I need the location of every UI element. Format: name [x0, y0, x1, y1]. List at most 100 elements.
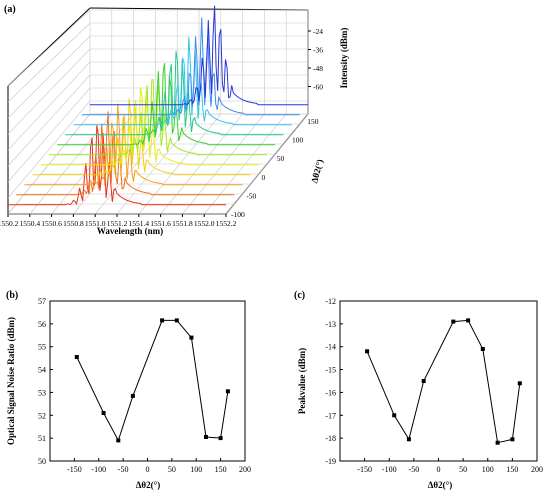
data-point [160, 318, 165, 323]
data-point [517, 381, 522, 386]
y-tick-label: 56 [38, 320, 46, 329]
data-point [495, 440, 500, 445]
x-tick-label: 150 [215, 465, 227, 474]
panel-c: (c) -150 -100 -50 0 50 100 150 200-12-13-14-15-… [294, 290, 543, 490]
side-grid-line [7, 61, 91, 151]
y-tick-label: -19 [325, 457, 336, 466]
data-point [392, 413, 397, 418]
c-x-label: Δθ2(°) [428, 480, 452, 490]
spectrum-line [65, 51, 284, 136]
side-grid-line [7, 74, 91, 167]
z-tick-label: -50 [246, 191, 256, 200]
x-tick-label: 1551.0 [85, 219, 106, 228]
data-point [130, 393, 135, 398]
data-point [189, 335, 194, 340]
side-grid-line [7, 22, 91, 103]
y-tick-label: -48 [313, 64, 323, 73]
y-tick-label: -18 [325, 434, 336, 443]
z-tick-label: -100 [231, 210, 245, 219]
z-tick-label: 100 [292, 136, 304, 145]
data-point [204, 435, 208, 439]
x-tick-label: 150 [506, 465, 518, 474]
side-grid-line [7, 87, 91, 183]
x-tick-label: 0 [146, 465, 150, 474]
a-z-ticks: 150 100 50 0 -50 -100 [231, 117, 319, 219]
panel-b: (b) -150 -100 -50 0 50 100 150 200 50 51 52 53 54 55 5… [6, 290, 251, 490]
b-x-label: Δθ2(°) [136, 480, 160, 490]
b-ticks: -150 -100 -50 0 50 100 150 200 50 51 52 53 54 55 56 57 [38, 297, 251, 474]
y-tick-label: 55 [38, 343, 46, 352]
x-tick-label: 100 [482, 465, 494, 474]
y-tick-label: -13 [325, 320, 336, 329]
data-point [510, 437, 515, 442]
panel-a-label: (a) [4, 4, 16, 15]
c-ticks: -150 -100 -50 0 50 100 150 200 -12 -13 -14 -15 -16 -1… [325, 297, 543, 474]
x-tick-label: 200 [531, 465, 543, 474]
y-tick-label: -14 [325, 343, 336, 352]
spectrum-line [8, 125, 226, 206]
side-grid-line [7, 9, 91, 87]
data-point [421, 379, 426, 383]
data-point [466, 318, 471, 323]
a-z-label: Δθ2(°) [309, 158, 325, 184]
data-point [406, 437, 411, 442]
b-y-label: Optical Signal Noise Ratio (dBm) [6, 317, 16, 445]
spectra [8, 5, 308, 206]
spectrum-line [24, 103, 243, 186]
spectrum-line [73, 36, 292, 126]
x-tick-label: 50 [459, 465, 467, 474]
x-tick-label: 1550.2 [0, 219, 19, 228]
data-point [451, 319, 456, 324]
x-tick-label: 1551.6 [150, 219, 171, 228]
panel-c-label: (c) [294, 290, 305, 301]
spectrum-line [57, 63, 276, 146]
data-point [174, 318, 179, 323]
x-tick-label: 50 [168, 465, 176, 474]
x-tick-label: 200 [239, 465, 251, 474]
x-tick-label: 1550.6 [41, 219, 62, 228]
spectrum-line [81, 17, 300, 116]
y-tick-label: -16 [325, 388, 336, 397]
data-point [218, 436, 223, 441]
c-series [365, 318, 522, 445]
x-tick-label: 1550.4 [19, 219, 40, 228]
c-y-label: Peakvalue (dBm) [297, 348, 307, 414]
x-tick-label: 1552.0 [194, 219, 215, 228]
x-tick-label: -100 [91, 465, 106, 474]
b-plot-frame [49, 300, 246, 462]
side-grid-line [7, 100, 91, 199]
data-point [365, 349, 370, 354]
data-point [225, 389, 230, 394]
spectrum-line [90, 5, 308, 106]
y-tick-label: 54 [38, 366, 46, 375]
x-tick-label: 100 [190, 465, 202, 474]
a-y-label: Intensity (dBm) [339, 28, 349, 89]
y-tick-label: -60 [313, 83, 323, 92]
x-tick-label: 1551.2 [107, 219, 128, 228]
top-back-edge [89, 7, 309, 11]
data-line [366, 319, 521, 444]
a-y-ticks: -24 -36 -48 -60 [308, 27, 323, 92]
x-tick-label: 1550.8 [63, 219, 84, 228]
data-line [76, 319, 229, 442]
data-point [480, 347, 485, 351]
y-tick-label: 53 [38, 388, 46, 397]
x-tick-label: -150 [67, 465, 82, 474]
panel-b-label: (b) [6, 290, 18, 301]
panel-a: (a) 1550.21550.41550.61550.81551.01551.2… [0, 4, 349, 236]
y-tick-label: 50 [38, 457, 46, 466]
y-tick-label: -24 [313, 27, 323, 36]
b-series [74, 318, 230, 443]
y-tick-label: 51 [38, 434, 46, 443]
data-point [116, 438, 121, 443]
spectrum-line [16, 111, 235, 196]
y-tick-label: -12 [325, 297, 336, 306]
spectrum-line [40, 87, 259, 166]
x-tick-label: -150 [357, 465, 372, 474]
y-tick-label: -17 [325, 411, 336, 420]
x-tick-label: -50 [118, 465, 129, 474]
y-tick-label: -36 [313, 46, 323, 55]
spectrum-line [32, 98, 251, 176]
x-tick-label: 1552.2 [216, 219, 237, 228]
